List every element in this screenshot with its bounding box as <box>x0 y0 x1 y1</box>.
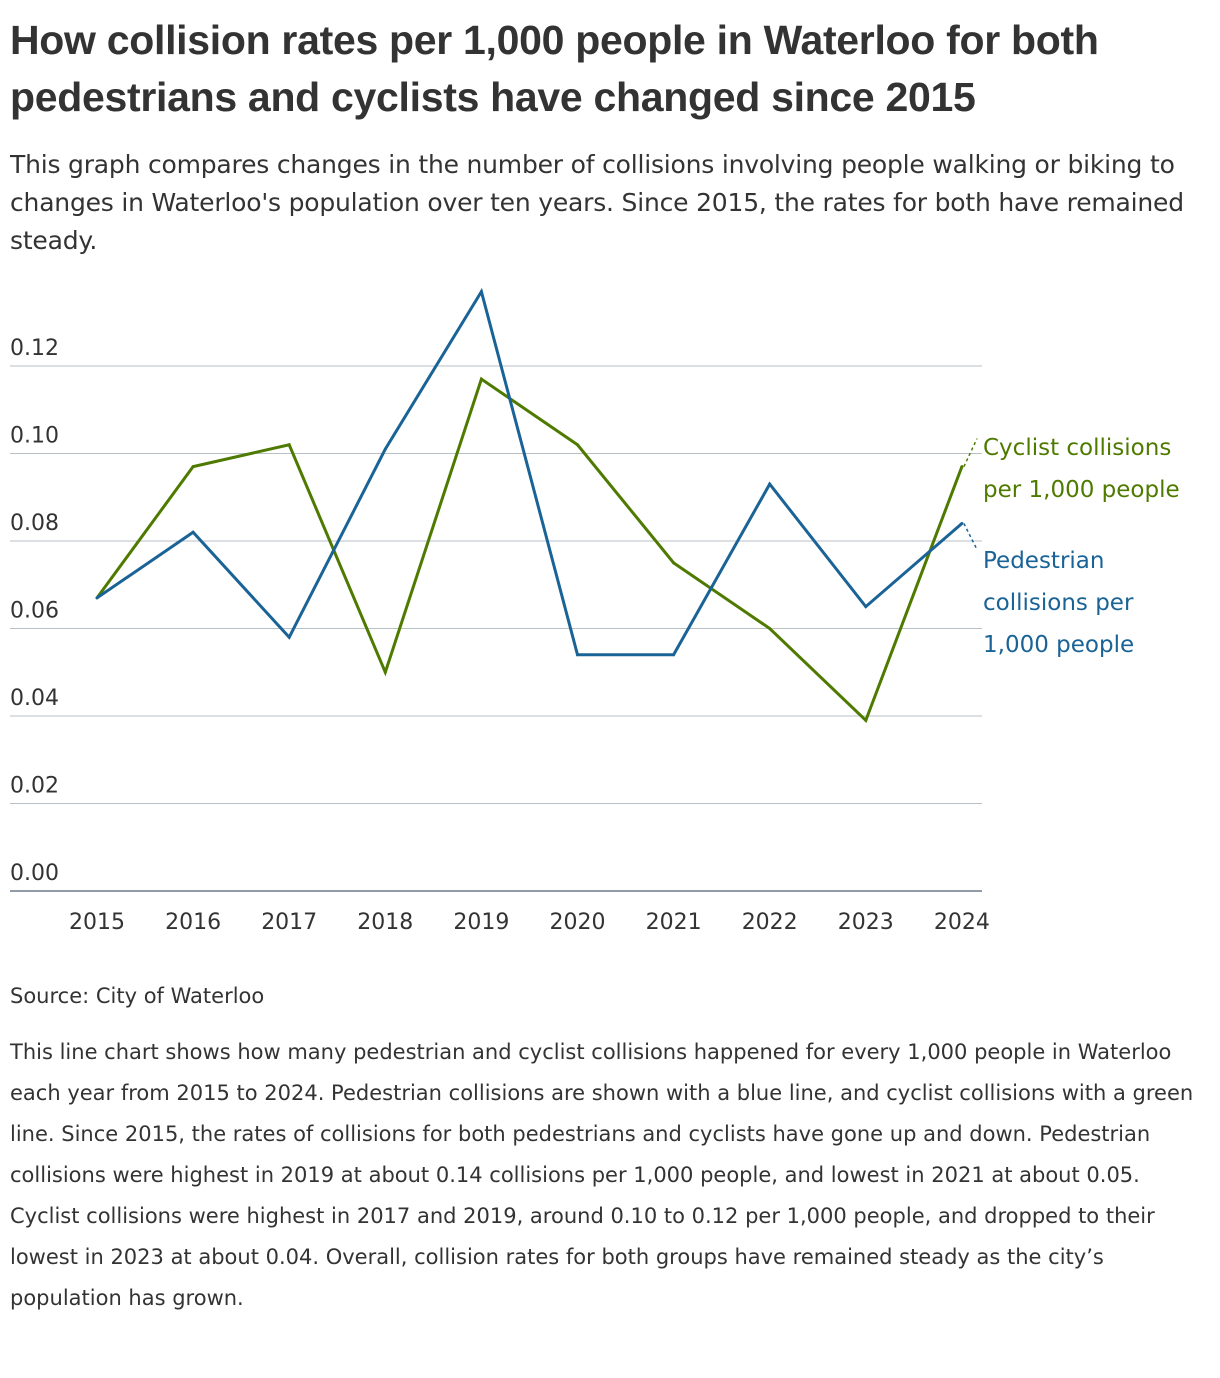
data-point <box>287 443 291 447</box>
series-label: Cyclist collisions <box>983 435 1171 461</box>
y-axis-ticks: 0.00 0.02 0.04 0.06 0.08 0.10 0.12 <box>10 336 59 886</box>
data-point <box>287 635 291 639</box>
y-tick-label: 0.10 <box>10 424 59 449</box>
x-tick-label: 2020 <box>550 910 606 935</box>
data-point <box>576 443 579 447</box>
x-tick-label: 2017 <box>261 910 317 935</box>
y-tick-label: 0.06 <box>10 599 59 624</box>
series-lines <box>95 287 978 724</box>
x-tick-label: 2015 <box>69 910 125 935</box>
x-tick-label: 2023 <box>838 910 894 935</box>
data-point <box>672 561 676 565</box>
x-axis-ticks: 2015 2016 2017 2018 2019 2020 2021 2022 2023 2024 <box>69 910 990 935</box>
line-chart: 0.000.020.040.060.080.100.12 2015 2016 201… <box>10 287 1180 935</box>
data-point <box>864 718 868 722</box>
gridlines <box>10 365 982 892</box>
series-label: per 1,000 people <box>983 477 1180 503</box>
data-point <box>191 530 195 534</box>
data-point <box>383 670 387 674</box>
y-tick-label: 0.08 <box>10 511 59 536</box>
y-tick-label: 0.00 <box>10 861 59 886</box>
data-point <box>479 377 483 381</box>
y-tick-label: 0.04 <box>10 686 59 711</box>
data-point <box>864 605 868 609</box>
label-connector <box>963 438 978 467</box>
x-tick-label: 2019 <box>453 910 509 935</box>
data-point <box>576 653 579 657</box>
x-tick-label: 2024 <box>934 910 990 935</box>
series-label: 1,000 people <box>983 632 1134 658</box>
x-tick-label: 2021 <box>646 910 702 935</box>
series-labels: Cyclist collisions per 1,000 people Pedest… <box>983 435 1180 658</box>
chart-title: How collision rates per 1,000 people in … <box>10 17 1099 120</box>
data-point <box>191 465 195 469</box>
data-point <box>960 522 964 525</box>
y-tick-label: 0.12 <box>10 336 59 361</box>
series-line-pedestrian <box>96 287 963 657</box>
x-tick-label: 2016 <box>165 910 221 935</box>
data-point <box>768 627 772 630</box>
data-point <box>95 596 99 600</box>
y-tick-label: 0.02 <box>10 774 59 799</box>
source-note: Source: City of Waterloo <box>10 984 265 1008</box>
chart-description: This line chart shows how many pedestria… <box>10 1040 1194 1310</box>
data-point <box>479 290 483 294</box>
series-line-cyclist <box>95 376 964 724</box>
x-tick-label: 2022 <box>742 910 798 935</box>
data-point <box>383 447 387 451</box>
series-label: Pedestrian <box>983 548 1104 574</box>
data-point <box>960 465 964 469</box>
series-label: collisions per <box>983 590 1134 616</box>
data-point <box>672 653 676 657</box>
x-tick-label: 2018 <box>357 910 413 935</box>
data-point <box>768 482 772 486</box>
chart-subtitle: This graph compares changes in the numbe… <box>10 150 1184 255</box>
label-connector <box>963 523 978 550</box>
